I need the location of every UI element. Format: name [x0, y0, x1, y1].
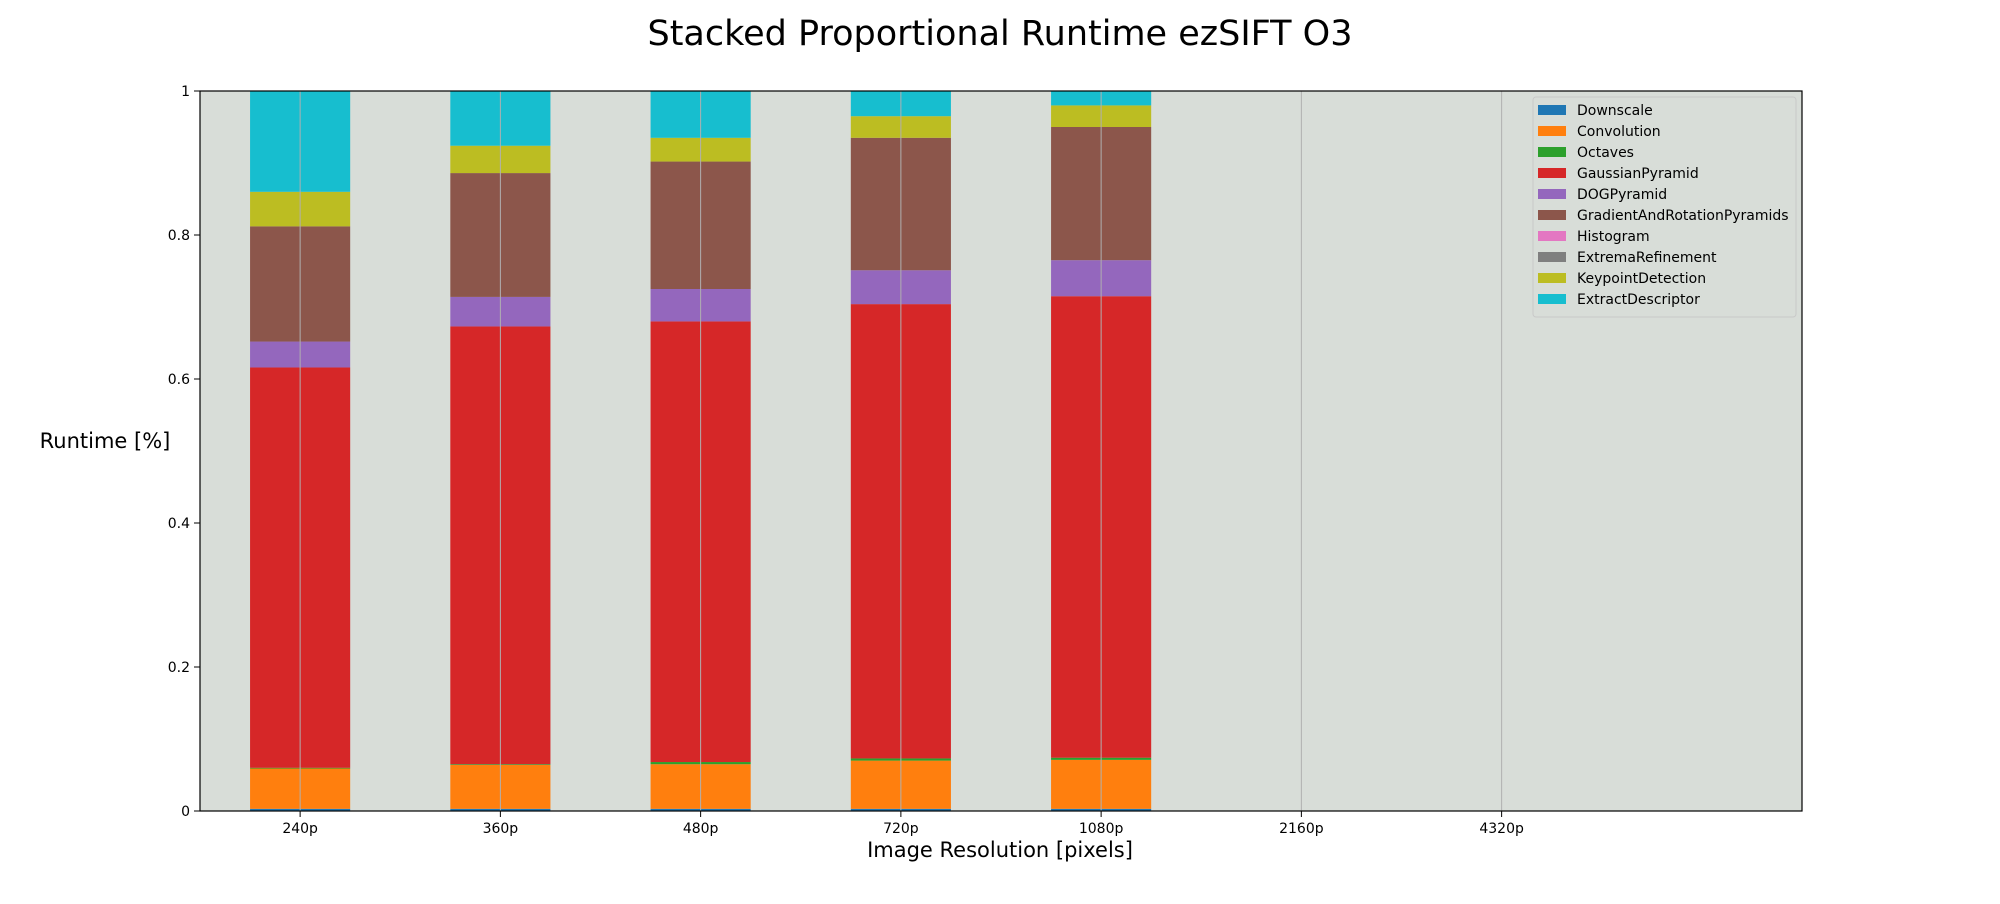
x-tick-label: 2160p	[1279, 821, 1324, 837]
legend-swatch-gaussianpyramid	[1538, 168, 1566, 178]
x-tick-label: 1080p	[1079, 821, 1124, 837]
y-axis-label: Runtime [%]	[40, 429, 171, 453]
x-tick-label: 480p	[683, 821, 719, 837]
legend-box	[1532, 96, 1797, 318]
x-tick-label: 240p	[282, 821, 318, 837]
legend-swatch-octaves	[1538, 147, 1566, 157]
legend-label-convolution: Convolution	[1577, 124, 1661, 140]
legend-swatch-histogram	[1538, 231, 1566, 241]
legend: Downscale Convolution Octaves GaussianPyram…	[1532, 96, 1797, 318]
y-tick-label: 0.8	[168, 228, 190, 244]
legend-label-dogpyramid: DOGPyramid	[1577, 187, 1667, 203]
legend-swatch-dogpyramid	[1538, 189, 1566, 199]
legend-swatch-downscale	[1538, 105, 1566, 115]
legend-swatch-extractdescriptor	[1538, 294, 1566, 304]
legend-label-gaussianpyramid: GaussianPyramid	[1577, 166, 1699, 182]
legend-swatch-gradientandrotationpyramids	[1538, 210, 1566, 220]
x-tick-label: 360p	[483, 821, 519, 837]
y-tick-label: 0.4	[168, 516, 190, 532]
y-tick-label: 0.2	[168, 660, 190, 676]
legend-label-extractdescriptor: ExtractDescriptor	[1577, 292, 1700, 308]
y-tick-label: 0	[181, 804, 190, 820]
y-tick-label: 0.6	[168, 372, 190, 388]
legend-label-histogram: Histogram	[1577, 229, 1650, 245]
legend-label-extremarefinement: ExtremaRefinement	[1577, 250, 1717, 266]
chart-title: Stacked Proportional Runtime ezSIFT O3	[647, 14, 1352, 54]
legend-label-gradientandrotationpyramids: GradientAndRotationPyramids	[1577, 208, 1789, 224]
x-axis-label: Image Resolution [pixels]	[867, 838, 1133, 862]
y-tick-label: 1	[181, 84, 190, 100]
x-tick-label: 720p	[883, 821, 919, 837]
x-tick-label: 4320p	[1479, 821, 1524, 837]
legend-label-octaves: Octaves	[1577, 145, 1634, 161]
plot-frame	[199, 90, 1803, 812]
legend-swatch-keypointdetection	[1538, 273, 1566, 283]
legend-swatch-convolution	[1538, 126, 1566, 136]
legend-swatch-extremarefinement	[1538, 252, 1566, 262]
legend-label-downscale: Downscale	[1577, 103, 1653, 119]
legend-label-keypointdetection: KeypointDetection	[1577, 271, 1706, 287]
